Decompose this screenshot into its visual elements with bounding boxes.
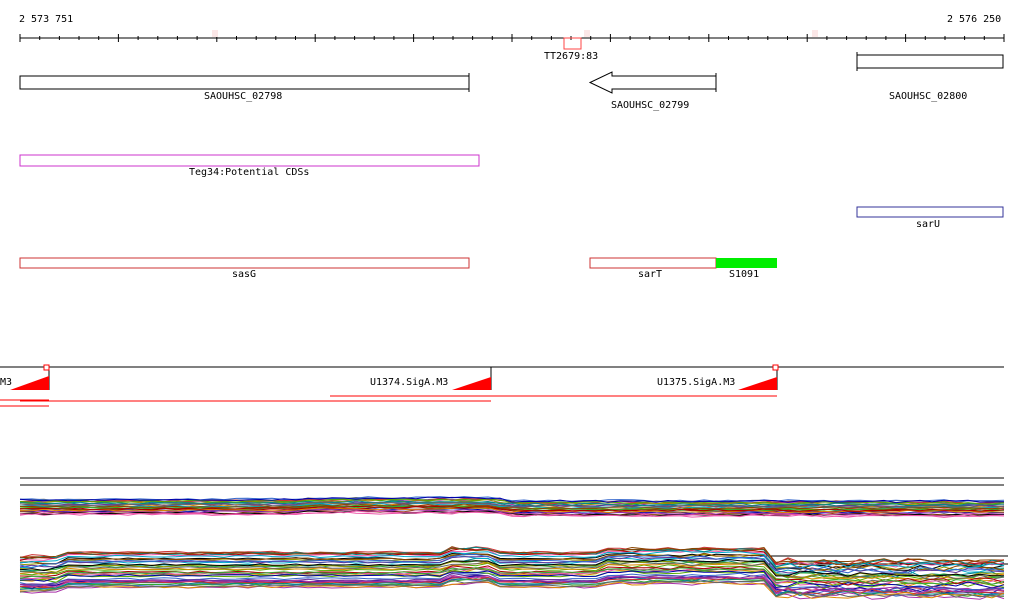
potential-cds-label: Teg34:Potential CDSs [189,167,310,178]
expression-profile-line [19,581,1005,599]
gene-saouhsc-02800[interactable] [856,54,1004,69]
coordinate-ruler [19,30,1005,42]
saru-label: sarU [916,219,941,230]
gene-02800-label: SAOUHSC_02800 [889,91,968,102]
expression-profiles-lower [19,546,1005,600]
potential-cds-teg34[interactable] [19,154,480,167]
expression-profile-line [19,552,1005,571]
ruler-marker-faint [812,30,818,37]
feature-sart[interactable] [589,257,717,269]
expression-profile-line [19,510,1005,518]
promoter-u1375-label: U1375.SigA.M3 [657,377,736,388]
promoter-signal-u1375[interactable] [738,377,777,390]
expression-profile-line [19,500,1005,507]
gene-02799-label: SAOUHSC_02799 [611,100,690,111]
expression-profile-line [19,575,1005,595]
expression-profile-line [19,559,1005,580]
gene-saouhsc-02798[interactable] [19,75,470,90]
feature-sasg[interactable] [19,257,470,269]
gene-02798-label: SAOUHSC_02798 [204,91,283,102]
ruler-end-label: 2 576 250 [947,14,1002,25]
expression-profile-line [19,562,1005,581]
sart-label: sarT [638,269,663,280]
expression-profile-line [19,577,1005,597]
ruler-start-label: 2 573 751 [19,14,74,25]
gene-track [19,52,1004,94]
promoter-signal-m3[interactable] [10,376,49,390]
ruler-marker-faint [584,30,590,37]
feature-saru[interactable] [856,206,1004,218]
feature-s1091[interactable] [716,258,777,268]
expression-profile-line [19,553,1005,574]
promoter-m3-label: M3 [0,377,13,388]
expression-profile-line [19,555,1005,575]
expression-profiles-upper [19,496,1005,518]
expression-profile-line [19,511,1005,518]
expression-profile-line [19,579,1005,598]
s1091-label: S1091 [729,269,760,280]
expression-profile-line [19,505,1005,512]
expression-profile-line [19,507,1005,514]
terminator-label: TT2679:83 [544,51,599,62]
promoter-signal-u1374[interactable] [452,377,491,390]
expression-profile-line [19,567,1005,586]
expression-profile-track [19,477,1008,600]
promoter-u1374-label: U1374.SigA.M3 [370,377,449,388]
expression-profile-line [19,570,1005,589]
expression-profile-line [19,558,1005,577]
expression-profile-line [19,576,1005,595]
expression-profile-line [19,496,1005,504]
promoter-track [0,364,1004,407]
expression-profile-line [19,560,1005,581]
expression-profile-line [19,547,1005,566]
gene-saouhsc-02799[interactable] [588,71,717,94]
sasg-label: sasG [232,269,257,280]
ruler-marker-faint [212,30,218,37]
promoter-tss-box [772,364,779,371]
expression-profile-line [19,501,1005,508]
terminator-marker[interactable] [563,37,582,50]
promoter-tss-box [43,364,50,371]
expression-profile-line [19,572,1005,592]
